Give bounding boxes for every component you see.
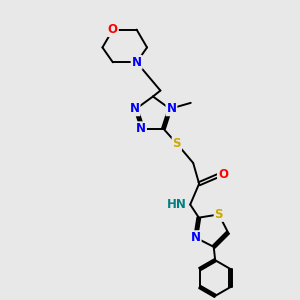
Text: N: N bbox=[190, 231, 201, 244]
Text: S: S bbox=[172, 137, 181, 150]
Text: HN: HN bbox=[167, 198, 187, 211]
Text: N: N bbox=[136, 122, 146, 135]
Text: O: O bbox=[218, 168, 228, 181]
Text: S: S bbox=[214, 208, 223, 221]
Text: N: N bbox=[130, 102, 140, 115]
Text: N: N bbox=[167, 102, 176, 115]
Text: N: N bbox=[132, 56, 142, 69]
Text: O: O bbox=[108, 23, 118, 36]
